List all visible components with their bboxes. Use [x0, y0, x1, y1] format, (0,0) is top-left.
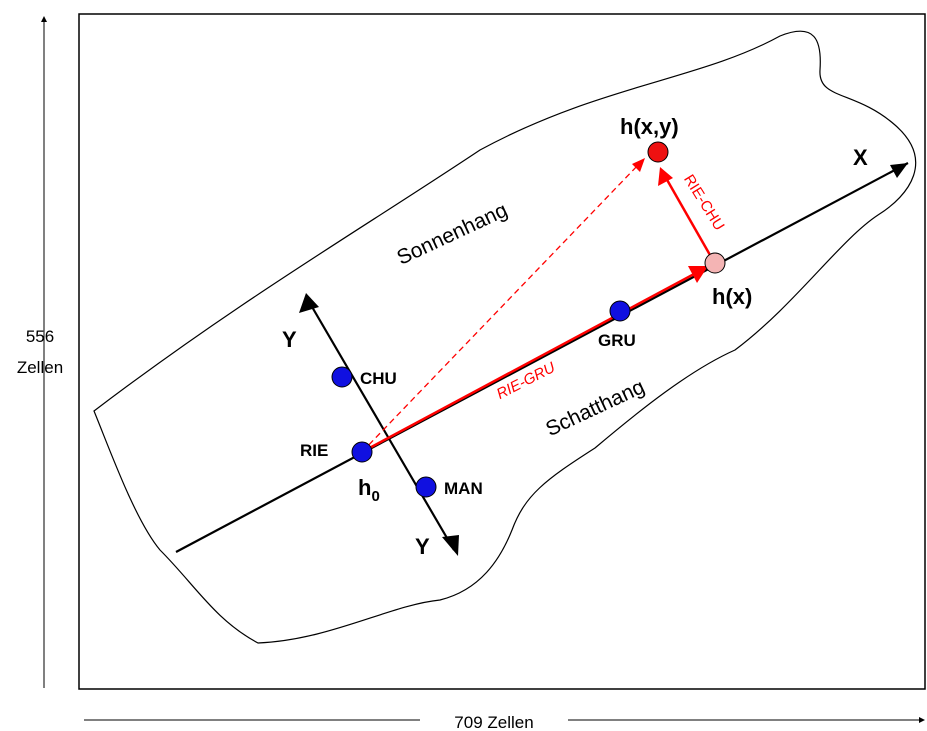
origin-label-sub: 0 — [371, 488, 379, 505]
point-label-hx: h(x) — [712, 284, 752, 309]
height-value: 556 — [26, 327, 54, 346]
y-axis-arrowhead-top — [299, 293, 319, 313]
region-label-shade-slope: Schatthang — [542, 375, 648, 441]
domain-frame — [78, 13, 926, 690]
vector-label-rie-chu: RIE-CHU — [680, 172, 728, 234]
vector-rie-hxy-arrowhead — [632, 158, 645, 172]
y-axis-arrowhead-bottom — [442, 535, 459, 556]
vector-rie-chu-arrowhead — [658, 167, 673, 186]
y-axis-label-bottom: Y — [415, 534, 430, 559]
height-unit: Zellen — [17, 358, 63, 377]
x-axis-line — [175, 162, 909, 553]
station-chu — [331, 366, 353, 388]
vector-rie-hxy-dashed — [361, 162, 641, 453]
station-label-man: MAN — [444, 479, 483, 498]
vector-rie-chu — [664, 177, 716, 263]
origin-label: h0 — [358, 475, 380, 505]
point-label-hxy: h(x,y) — [620, 114, 679, 139]
region-label-sun-slope: Sonnenhang — [393, 199, 511, 270]
y-axis-line — [307, 299, 455, 551]
origin-label-main: h — [358, 475, 371, 500]
station-gru — [609, 300, 631, 322]
x-axis-label: X — [853, 145, 868, 170]
vector-rie-gru-arrowhead — [688, 266, 708, 283]
point-hx — [704, 252, 726, 274]
station-rie — [351, 441, 373, 463]
station-label-chu: CHU — [360, 369, 397, 388]
station-man — [415, 476, 437, 498]
width-label: 709 Zellen — [454, 713, 533, 731]
y-axis-label-top: Y — [282, 327, 297, 352]
valley-outline — [93, 30, 917, 644]
x-axis-arrowhead — [890, 163, 908, 178]
station-label-rie: RIE — [300, 441, 328, 460]
point-hxy — [647, 141, 669, 163]
vector-rie-gru — [361, 271, 697, 454]
station-label-gru: GRU — [598, 331, 636, 350]
